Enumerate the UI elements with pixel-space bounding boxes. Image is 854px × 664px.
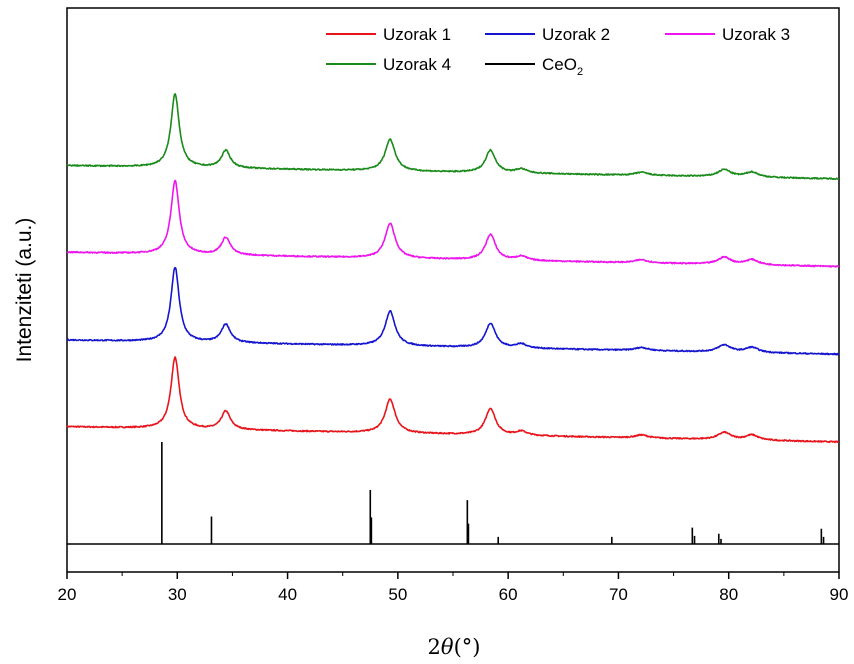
- series-line-2: [66, 266, 840, 356]
- series-group: [66, 92, 840, 545]
- x-tick-label: 70: [609, 585, 628, 604]
- x-tick-label: 80: [719, 585, 738, 604]
- plot-frame: [66, 7, 840, 573]
- x-axis-label-symbol: θ: [441, 635, 454, 659]
- series-line-1: [66, 356, 840, 444]
- series-line-4: [66, 92, 840, 181]
- legend-label-ceo2-main: CeO: [542, 55, 577, 74]
- legend-label-ceo2-sub: 2: [577, 66, 583, 78]
- y-axis-label: Intenziteti (a.u.): [13, 218, 36, 363]
- legend-label-uzorak-4: Uzorak 4: [383, 55, 451, 74]
- legend-label-uzorak-3: Uzorak 3: [722, 25, 790, 44]
- series-line-ceo2: [67, 442, 839, 545]
- series-line-3: [66, 179, 840, 268]
- x-tick-label: 30: [168, 585, 187, 604]
- x-tick-label: 40: [278, 585, 297, 604]
- x-tick-label: 50: [388, 585, 407, 604]
- x-axis-label-unit: (°): [454, 635, 481, 659]
- x-tick-label: 90: [830, 585, 849, 604]
- legend-label-uzorak-1: Uzorak 1: [383, 25, 451, 44]
- x-tick-label: 60: [499, 585, 518, 604]
- x-tick-label: 20: [58, 585, 77, 604]
- legend-label-uzorak-2: Uzorak 2: [542, 25, 610, 44]
- x-axis-ticks: 20 30 40 50 60 70 80 90: [58, 572, 849, 604]
- x-axis-label-prefix: 2: [428, 635, 441, 659]
- legend: Uzorak 1 Uzorak 2 Uzorak 3 Uzorak 4 CeO2: [326, 25, 790, 78]
- x-axis-label: 2θ(°): [428, 635, 481, 659]
- legend-label-ceo2: CeO2: [542, 55, 583, 78]
